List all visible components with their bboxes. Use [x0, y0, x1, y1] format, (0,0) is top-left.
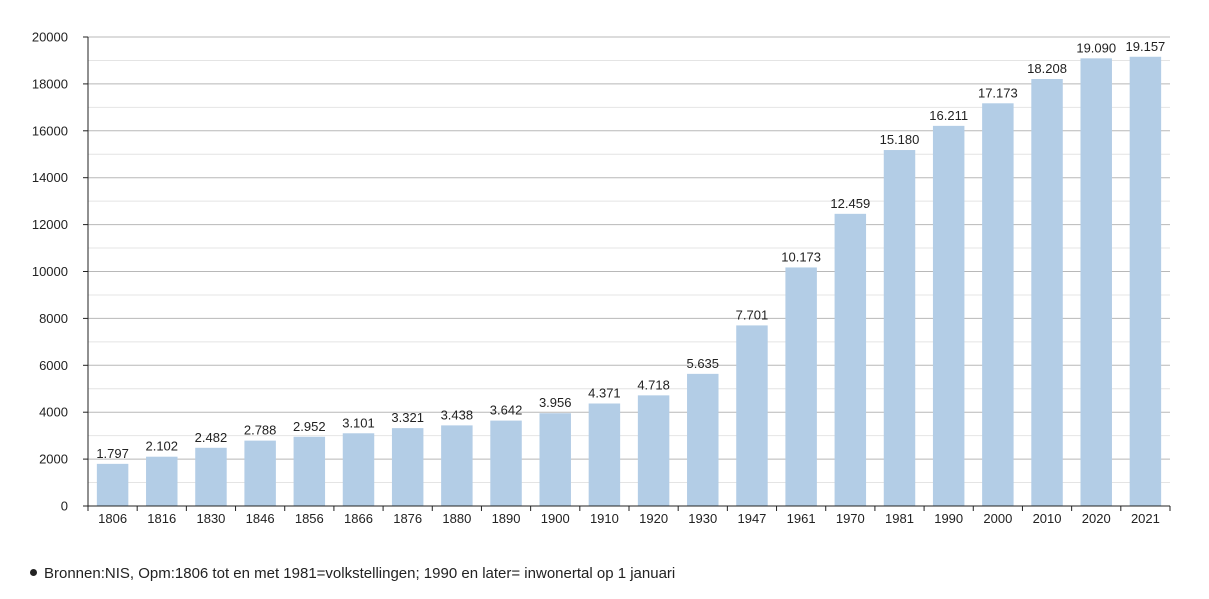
bar-2021	[1129, 56, 1162, 507]
x-tick-label-1910: 1910	[590, 511, 619, 526]
data-label-1970: 12.459	[830, 196, 870, 211]
data-label-1981: 15.180	[880, 132, 920, 147]
x-tick-label-2021: 2021	[1131, 511, 1160, 526]
data-label-2000: 17.173	[978, 85, 1018, 100]
data-label-1830: 2.482	[195, 430, 228, 445]
data-label-1900: 3.956	[539, 395, 572, 410]
bar-1930	[687, 373, 719, 506]
data-label-2021: 19.157	[1126, 39, 1166, 54]
x-tick-label-1830: 1830	[196, 511, 225, 526]
x-tick-label-2020: 2020	[1082, 511, 1111, 526]
x-tick-label-1866: 1866	[344, 511, 373, 526]
y-axis-ticks: 0 2000 4000 6000 8000 10000 12000 14000 16000 180…	[32, 30, 88, 514]
data-label-2020: 19.090	[1076, 40, 1116, 55]
data-label-1856: 2.952	[293, 419, 326, 434]
y-tick-label: 20000	[32, 30, 68, 45]
data-label-1846: 2.788	[244, 423, 277, 438]
chart-area: 0 2000 4000 6000 8000 10000 12000 14000 16000 180…	[32, 30, 1171, 526]
bar-1866	[342, 433, 375, 506]
x-tick-label-1970: 1970	[836, 511, 865, 526]
bar-1920	[637, 395, 670, 506]
x-tick-label-1900: 1900	[541, 511, 570, 526]
bar-1970	[834, 213, 867, 506]
data-label-1876: 3.321	[391, 410, 424, 425]
x-tick-label-1880: 1880	[442, 511, 471, 526]
x-tick-label-1990: 1990	[934, 511, 963, 526]
y-tick-label: 4000	[39, 405, 68, 420]
bar-1900	[539, 413, 571, 506]
bar-1846	[244, 440, 276, 506]
data-label-1890: 3.642	[490, 403, 523, 418]
data-label-1866: 3.101	[342, 415, 375, 430]
x-tick-label-1806: 1806	[98, 511, 127, 526]
y-tick-label: 12000	[32, 217, 68, 232]
x-axis-ticks: 1806 1816 1830 1846 1856 1866 1876 1880 1890 1900…	[87, 506, 1171, 526]
bar-1806	[96, 463, 129, 506]
data-label-1930: 5.635	[686, 356, 719, 371]
y-tick-label: 0	[61, 499, 68, 514]
data-label-1947: 7.701	[736, 307, 769, 322]
bar-1910	[588, 403, 621, 506]
bar-1947	[736, 325, 768, 506]
y-tick-label: 14000	[32, 170, 68, 185]
bar-2000	[982, 103, 1014, 506]
bar-2020	[1080, 58, 1112, 506]
data-label-1920: 4.718	[637, 377, 670, 392]
y-tick-label: 8000	[39, 311, 68, 326]
y-tick-label: 6000	[39, 358, 68, 373]
x-tick-label-1920: 1920	[639, 511, 668, 526]
x-tick-label-1947: 1947	[737, 511, 766, 526]
y-tick-label: 18000	[32, 76, 68, 91]
data-label-1910: 4.371	[588, 386, 621, 401]
x-tick-label-1930: 1930	[688, 511, 717, 526]
bar-1830	[195, 447, 227, 506]
x-tick-label-1981: 1981	[885, 511, 914, 526]
y-tick-label: 2000	[39, 452, 68, 467]
bullet-icon	[30, 568, 37, 576]
bar-1890	[490, 420, 522, 506]
bar-chart: 0 2000 4000 6000 8000 10000 12000 14000 16000 180…	[32, 30, 1171, 526]
x-tick-label-1961: 1961	[787, 511, 816, 526]
bar-1880	[441, 425, 473, 506]
x-tick-label-1890: 1890	[492, 511, 521, 526]
data-label-1880: 3.438	[441, 407, 474, 422]
bar-1961	[785, 267, 817, 506]
y-tick-label: 16000	[32, 123, 68, 138]
x-tick-label-2010: 2010	[1033, 511, 1062, 526]
bar-2010	[1031, 79, 1063, 506]
y-tick-label: 10000	[32, 264, 68, 279]
bar-1990	[932, 125, 965, 506]
footnote-text: Bronnen:NIS, Opm:1806 tot en met 1981=vo…	[44, 565, 676, 582]
bar-1981	[883, 150, 916, 507]
data-label-1816: 2.102	[145, 439, 178, 454]
data-label-1806: 1.797	[96, 446, 129, 461]
bar-1876	[391, 428, 424, 506]
x-tick-label-1816: 1816	[147, 511, 176, 526]
bars	[96, 56, 1162, 507]
bar-1856	[293, 436, 326, 506]
x-tick-label-1876: 1876	[393, 511, 422, 526]
bar-1816	[146, 456, 178, 506]
data-labels: 1.797 2.102 2.482 2.788 2.952 3.101 3.321 3.438…	[96, 39, 1165, 461]
x-tick-label-1856: 1856	[295, 511, 324, 526]
x-tick-label-2000: 2000	[983, 511, 1012, 526]
data-label-1961: 10.173	[781, 249, 821, 264]
data-label-1990: 16.211	[929, 108, 968, 123]
data-label-2010: 18.208	[1027, 61, 1067, 76]
footnote: Bronnen:NIS, Opm:1806 tot en met 1981=vo…	[30, 565, 675, 582]
x-tick-label-1846: 1846	[246, 511, 275, 526]
